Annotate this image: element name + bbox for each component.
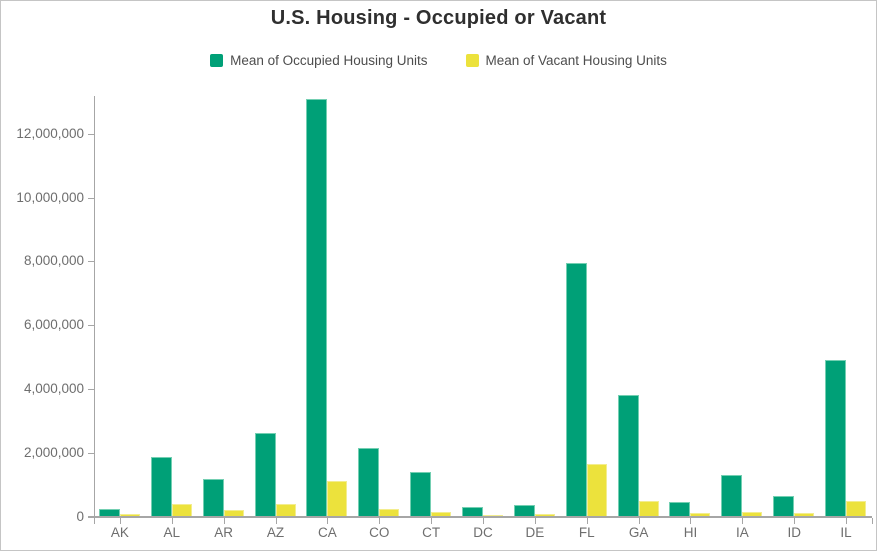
- bar-occupied-AK[interactable]: [98, 508, 120, 517]
- x-axis-tick: [119, 517, 121, 524]
- y-axis-tick: [88, 452, 94, 454]
- y-axis-line: [94, 96, 95, 518]
- y-axis-tick: [88, 325, 94, 327]
- y-tick-label: 4,000,000: [23, 380, 84, 396]
- chart-title: U.S. Housing - Occupied or Vacant: [270, 7, 607, 29]
- legend-item-occupied[interactable]: Mean of Occupied Housing Units: [210, 53, 428, 68]
- bar-occupied-CA[interactable]: [306, 98, 328, 517]
- legend-item-vacant[interactable]: Mean of Vacant Housing Units: [465, 53, 667, 68]
- x-tick-label-AL: AL: [163, 524, 181, 540]
- bar-occupied-AZ[interactable]: [254, 432, 276, 517]
- bar-vacant-AK[interactable]: [119, 514, 140, 517]
- x-tick-label-AK: AK: [110, 524, 129, 540]
- x-tick-label-AR: AR: [214, 524, 234, 540]
- legend: Mean of Occupied Housing Units Mean of V…: [1, 53, 876, 68]
- y-tick-label: 6,000,000: [23, 317, 84, 333]
- x-tick-label-CA: CA: [318, 524, 337, 540]
- legend-swatch-occupied-icon: [210, 54, 224, 67]
- x-tick-label-AZ: AZ: [266, 524, 285, 540]
- x-axis-tick: [846, 517, 848, 524]
- bar-vacant-FL[interactable]: [586, 464, 607, 517]
- x-tick-label-IA: IA: [735, 524, 749, 540]
- y-axis-tick: [88, 133, 94, 135]
- bar-vacant-CT[interactable]: [431, 512, 452, 517]
- bar-vacant-AZ[interactable]: [275, 503, 296, 517]
- bar-occupied-AL[interactable]: [150, 456, 172, 517]
- y-axis-tick: [88, 516, 94, 518]
- x-axis-tick: [742, 517, 744, 524]
- y-axis-tick: [88, 261, 94, 263]
- y-axis-tick: [88, 197, 94, 199]
- y-tick-label: 2,000,000: [23, 444, 84, 460]
- x-axis-tick: [638, 517, 640, 524]
- x-tick-label-HI: HI: [683, 524, 698, 540]
- bar-occupied-DC[interactable]: [462, 507, 483, 517]
- x-tick-label-FL: FL: [578, 524, 595, 540]
- x-tick-label-IL: IL: [840, 524, 852, 540]
- bar-occupied-GA[interactable]: [617, 394, 639, 517]
- x-axis-tick: [483, 517, 484, 524]
- bar-occupied-DE[interactable]: [513, 505, 535, 517]
- x-axis-tick: [534, 517, 536, 524]
- bar-vacant-DE[interactable]: [534, 513, 555, 517]
- y-tick-label: 12,000,000: [16, 125, 84, 141]
- x-axis-tick: [223, 517, 225, 524]
- x-tick-label-CT: CT: [422, 524, 441, 540]
- bar-occupied-CT[interactable]: [410, 472, 432, 517]
- bar-occupied-CO[interactable]: [358, 448, 380, 517]
- x-axis-tick: [794, 517, 796, 524]
- x-axis-tick: [275, 517, 277, 524]
- bar-vacant-GA[interactable]: [638, 501, 659, 517]
- bar-occupied-IA[interactable]: [721, 475, 743, 517]
- x-tick-label-ID: ID: [787, 524, 801, 540]
- bar-vacant-AL[interactable]: [171, 504, 192, 517]
- bar-occupied-FL[interactable]: [565, 263, 587, 517]
- bar-vacant-ID[interactable]: [794, 512, 815, 517]
- bar-vacant-IA[interactable]: [742, 512, 763, 517]
- bar-occupied-HI[interactable]: [669, 501, 691, 517]
- x-axis-edge-tick: [94, 517, 95, 524]
- x-tick-label-GA: GA: [628, 524, 649, 540]
- x-tick-label-CO: CO: [369, 524, 390, 540]
- bar-occupied-AR[interactable]: [202, 479, 224, 517]
- bar-vacant-HI[interactable]: [690, 513, 711, 517]
- x-axis-tick: [379, 517, 381, 524]
- x-axis-edge-tick: [872, 517, 873, 524]
- bar-occupied-ID[interactable]: [773, 495, 795, 517]
- bar-vacant-DC[interactable]: [483, 515, 503, 517]
- legend-label-vacant: Mean of Vacant Housing Units: [485, 53, 667, 68]
- x-tick-label-DC: DC: [473, 524, 493, 540]
- y-tick-label: 8,000,000: [23, 253, 84, 269]
- bar-vacant-CO[interactable]: [379, 509, 400, 517]
- bar-vacant-AR[interactable]: [223, 509, 244, 517]
- x-axis-tick: [171, 517, 173, 524]
- x-axis-line: [88, 516, 872, 518]
- y-axis-tick: [88, 388, 94, 390]
- legend-label-occupied: Mean of Occupied Housing Units: [230, 53, 428, 68]
- bar-vacant-CA[interactable]: [327, 481, 348, 517]
- x-axis-tick: [327, 517, 329, 524]
- x-axis-tick: [586, 517, 588, 524]
- x-axis-tick: [690, 517, 692, 524]
- bar-occupied-IL[interactable]: [825, 360, 847, 517]
- y-tick-label: 10,000,000: [16, 189, 84, 205]
- bar-vacant-IL[interactable]: [846, 500, 867, 517]
- legend-swatch-vacant-icon: [465, 54, 479, 67]
- x-axis-tick: [431, 517, 433, 524]
- x-tick-label-DE: DE: [525, 524, 545, 540]
- y-tick-label: 0: [76, 508, 84, 524]
